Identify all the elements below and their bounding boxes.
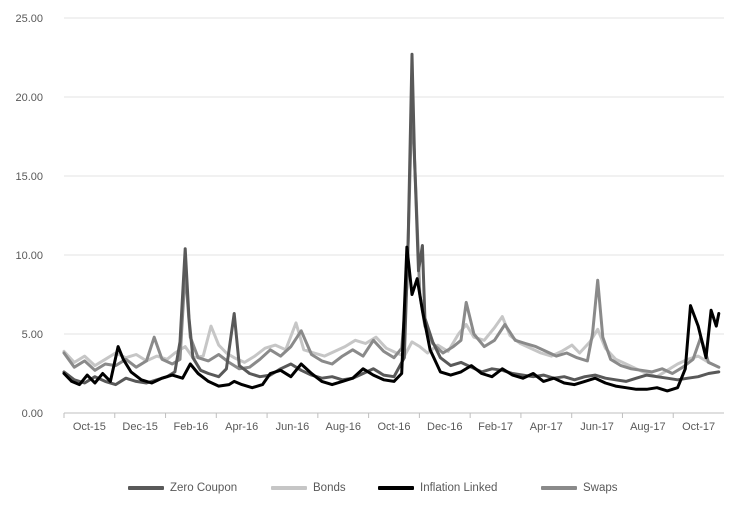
legend-label: Zero Coupon: [170, 482, 238, 494]
legend-label: Swaps: [583, 482, 618, 494]
x-tick-label: Dec-15: [122, 421, 157, 433]
legend-item: Zero Coupon: [128, 482, 237, 494]
x-axis: Oct-15 Dec-15 Feb-16 Apr-16 Jun-16 Aug-16 Oct-…: [63, 413, 715, 433]
series-lines: [62, 52, 721, 393]
series-line-bonds: [62, 315, 721, 379]
legend-label: Inflation Linked: [420, 482, 498, 494]
y-tick-label: 0.00: [22, 408, 43, 420]
y-tick-label: 25.00: [15, 13, 43, 25]
legend-label: Bonds: [313, 482, 346, 494]
y-tick-label: 15.00: [15, 171, 43, 183]
legend-item: Swaps: [541, 482, 618, 494]
x-tick-label: Apr-16: [225, 421, 258, 433]
legend-swatch: [378, 486, 414, 490]
legend-swatch: [128, 486, 164, 490]
x-tick-label: Aug-16: [325, 421, 360, 433]
y-tick-label: 20.00: [15, 92, 43, 104]
legend: Zero Coupon Bonds Inflation Linked Swaps: [0, 482, 736, 502]
legend-swatch: [541, 486, 577, 490]
x-tick-label: Dec-16: [427, 421, 462, 433]
x-tick-label: Aug-17: [630, 421, 665, 433]
y-axis-ticks: 0.00 5.00 10.00 15.00 20.00 25.00: [15, 13, 43, 420]
x-tick-label: Oct-16: [377, 421, 410, 433]
x-tick-label: Apr-17: [530, 421, 563, 433]
series-line-zero-coupon: [62, 52, 721, 387]
x-tick-label: Jun-17: [580, 421, 614, 433]
legend-item: Inflation Linked: [378, 482, 497, 494]
x-tick-label: Feb-16: [173, 421, 208, 433]
legend-swatch: [271, 486, 307, 490]
x-tick-label: Oct-15: [73, 421, 106, 433]
series-line-inflation-linked: [62, 245, 721, 393]
line-chart: 0.00 5.00 10.00 15.00 20.00 25.00 Oct-15 Dec-1…: [15, 13, 724, 433]
y-tick-label: 5.00: [22, 329, 43, 341]
x-tick-label: Jun-16: [276, 421, 310, 433]
y-tick-label: 10.00: [15, 250, 43, 262]
legend-item: Bonds: [271, 482, 346, 494]
gridlines: [64, 17, 724, 414]
series-line-swaps: [62, 98, 721, 375]
x-tick-label: Oct-17: [682, 421, 715, 433]
x-tick-label: Feb-17: [478, 421, 513, 433]
